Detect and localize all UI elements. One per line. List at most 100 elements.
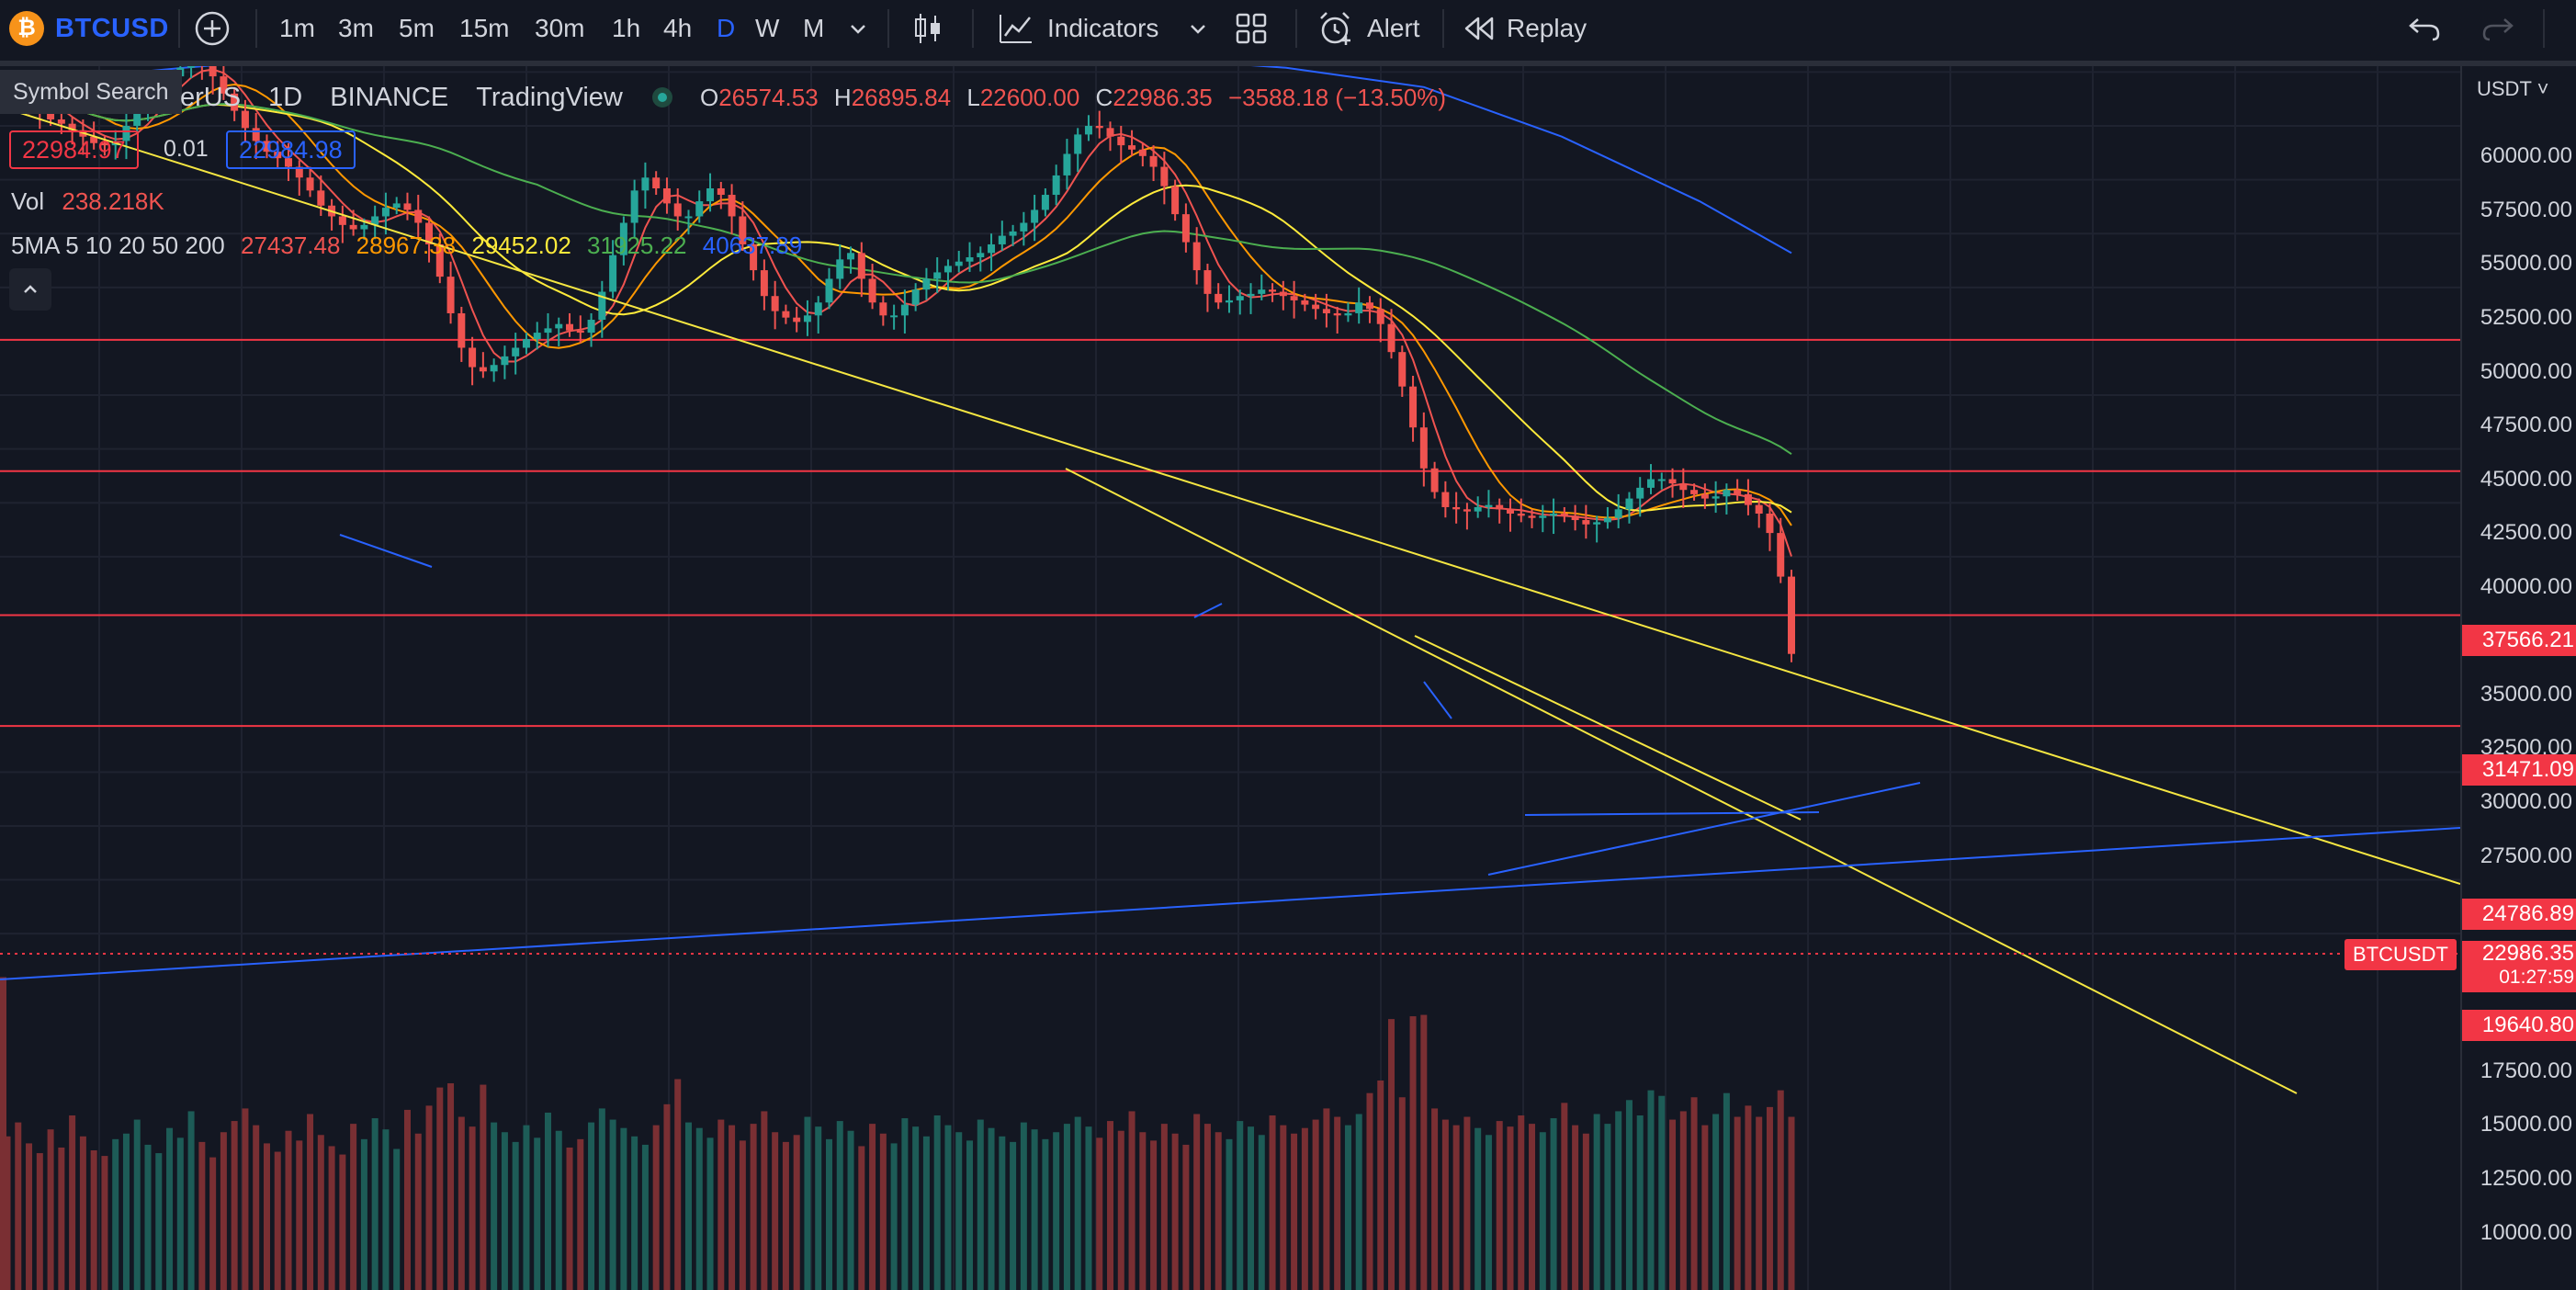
candle-body — [1409, 386, 1418, 428]
volume-bar — [1053, 1132, 1060, 1290]
ma-legend[interactable]: 5MA 5 10 20 50 200 27437.48 28967.38 294… — [11, 232, 802, 260]
sell-price-box[interactable]: 22984.97 — [9, 130, 139, 169]
volume-bar — [1615, 1111, 1622, 1290]
buy-price-box[interactable]: 22984.98 — [226, 130, 356, 169]
trendlines — [0, 106, 2460, 1094]
candle-body — [479, 367, 487, 372]
axis-label: 30000.00 — [2480, 789, 2572, 814]
trendline — [1423, 681, 1452, 719]
candle-body — [1528, 515, 1536, 518]
level-tag[interactable]: 37566.21 — [2462, 625, 2576, 656]
volume-bar — [1291, 1133, 1298, 1290]
candle-body — [988, 243, 996, 254]
candle-body — [684, 216, 693, 219]
trendline — [1524, 811, 1820, 816]
volume-bar — [1312, 1119, 1319, 1290]
interval-d[interactable]: D — [717, 14, 736, 42]
candle-body — [587, 320, 595, 334]
chart-title-legend[interactable]: erUS 1D BINANCE TradingView O26574.53 H2… — [180, 83, 1446, 113]
volume-bar — [1463, 1116, 1471, 1290]
undo-icon[interactable] — [2407, 0, 2442, 57]
symbol-selector[interactable]: ₿ BTCUSD — [0, 0, 178, 57]
toolbar-divider — [1295, 9, 1297, 48]
candle-body — [1755, 504, 1763, 515]
candle-body — [847, 253, 855, 260]
countdown-timer: 01:27:59 — [2499, 967, 2574, 988]
candle-body — [1247, 293, 1255, 297]
volume-legend[interactable]: Vol 238.218K — [11, 187, 164, 216]
volume-bar — [447, 1083, 455, 1290]
interval-4h[interactable]: 4h — [663, 14, 693, 42]
ma5-line — [6, 68, 1792, 557]
volume-bar — [869, 1124, 876, 1290]
volume-bar — [382, 1129, 390, 1290]
candle-body — [1128, 145, 1136, 150]
toolbar-divider — [972, 9, 974, 48]
candle-body — [1560, 514, 1568, 516]
redo-icon[interactable] — [2480, 0, 2515, 57]
candle-body — [57, 119, 65, 124]
volume-bar — [566, 1147, 573, 1290]
level-tag[interactable]: 31471.09 — [2462, 754, 2576, 786]
interval-15m[interactable]: 15m — [459, 14, 510, 42]
level-tag[interactable]: 19640.80 — [2462, 1010, 2576, 1041]
candle-body — [392, 203, 401, 209]
interval-5m[interactable]: 5m — [399, 14, 435, 42]
volume-bar — [1215, 1132, 1222, 1290]
candle-body — [857, 253, 865, 279]
volume-bar — [26, 1143, 33, 1290]
volume-bar — [577, 1138, 584, 1290]
volume-bar — [414, 1133, 422, 1290]
symbol-name[interactable]: BTCUSD — [55, 13, 169, 43]
collapse-legend-button[interactable] — [9, 268, 51, 311]
interval-1h[interactable]: 1h — [612, 14, 641, 42]
volume-bar — [0, 977, 6, 1290]
volume-bar — [4, 1136, 11, 1290]
volume-bar — [47, 1129, 54, 1290]
indicators-dropdown-icon[interactable] — [1187, 0, 1209, 57]
interval-1m[interactable]: 1m — [279, 14, 315, 42]
current-price-tag[interactable]: 22986.35 01:27:59 — [2462, 941, 2576, 992]
candle-body — [295, 166, 303, 178]
layouts-icon[interactable] — [1235, 0, 1268, 57]
interval-30m[interactable]: 30m — [535, 14, 585, 42]
candle-body — [1333, 312, 1341, 316]
candle-body — [803, 315, 811, 322]
interval-dropdown-icon[interactable] — [847, 0, 869, 57]
price-axis[interactable]: USDT ˅ 60000.00 57500.00 55000.00 52500.… — [2460, 66, 2576, 1290]
candle-body — [706, 187, 715, 202]
level-tag[interactable]: 24786.89 — [2462, 899, 2576, 930]
indicators-button[interactable]: Indicators — [998, 0, 1158, 57]
currency-selector[interactable]: USDT ˅ — [2477, 77, 2549, 100]
candle-body — [1646, 479, 1655, 488]
volume-bar — [1150, 1140, 1158, 1290]
volume-bar — [1042, 1138, 1049, 1290]
volume-bar — [1496, 1121, 1503, 1290]
ma200-line — [0, 66, 1792, 255]
interval-w[interactable]: W — [755, 14, 780, 42]
candle-body — [1236, 296, 1244, 300]
alert-button[interactable]: Alert — [1317, 0, 1420, 57]
candle-body — [1679, 483, 1688, 491]
current-price-value: 22986.35 — [2481, 941, 2574, 966]
candle-body — [1269, 289, 1277, 292]
ma20-value: 29452.02 — [471, 232, 571, 259]
candle-body — [1712, 496, 1720, 499]
candle-body — [977, 253, 985, 258]
candle-body — [274, 152, 282, 159]
add-symbol-icon[interactable] — [193, 0, 232, 57]
replay-button[interactable]: Replay — [1463, 0, 1587, 57]
price-chart[interactable] — [0, 66, 2460, 1290]
volume-bar — [555, 1130, 562, 1290]
candle-body — [1506, 509, 1514, 515]
volume-bar — [684, 1122, 692, 1290]
candle-body — [501, 356, 509, 366]
interval-3m[interactable]: 3m — [338, 14, 374, 42]
candle-body — [760, 270, 768, 297]
candle-body — [1788, 576, 1795, 654]
axis-label: 45000.00 — [2480, 467, 2572, 492]
candles-icon[interactable] — [911, 0, 944, 57]
candle-body — [414, 209, 423, 223]
interval-m[interactable]: M — [803, 14, 825, 42]
volume-bar — [631, 1136, 638, 1290]
